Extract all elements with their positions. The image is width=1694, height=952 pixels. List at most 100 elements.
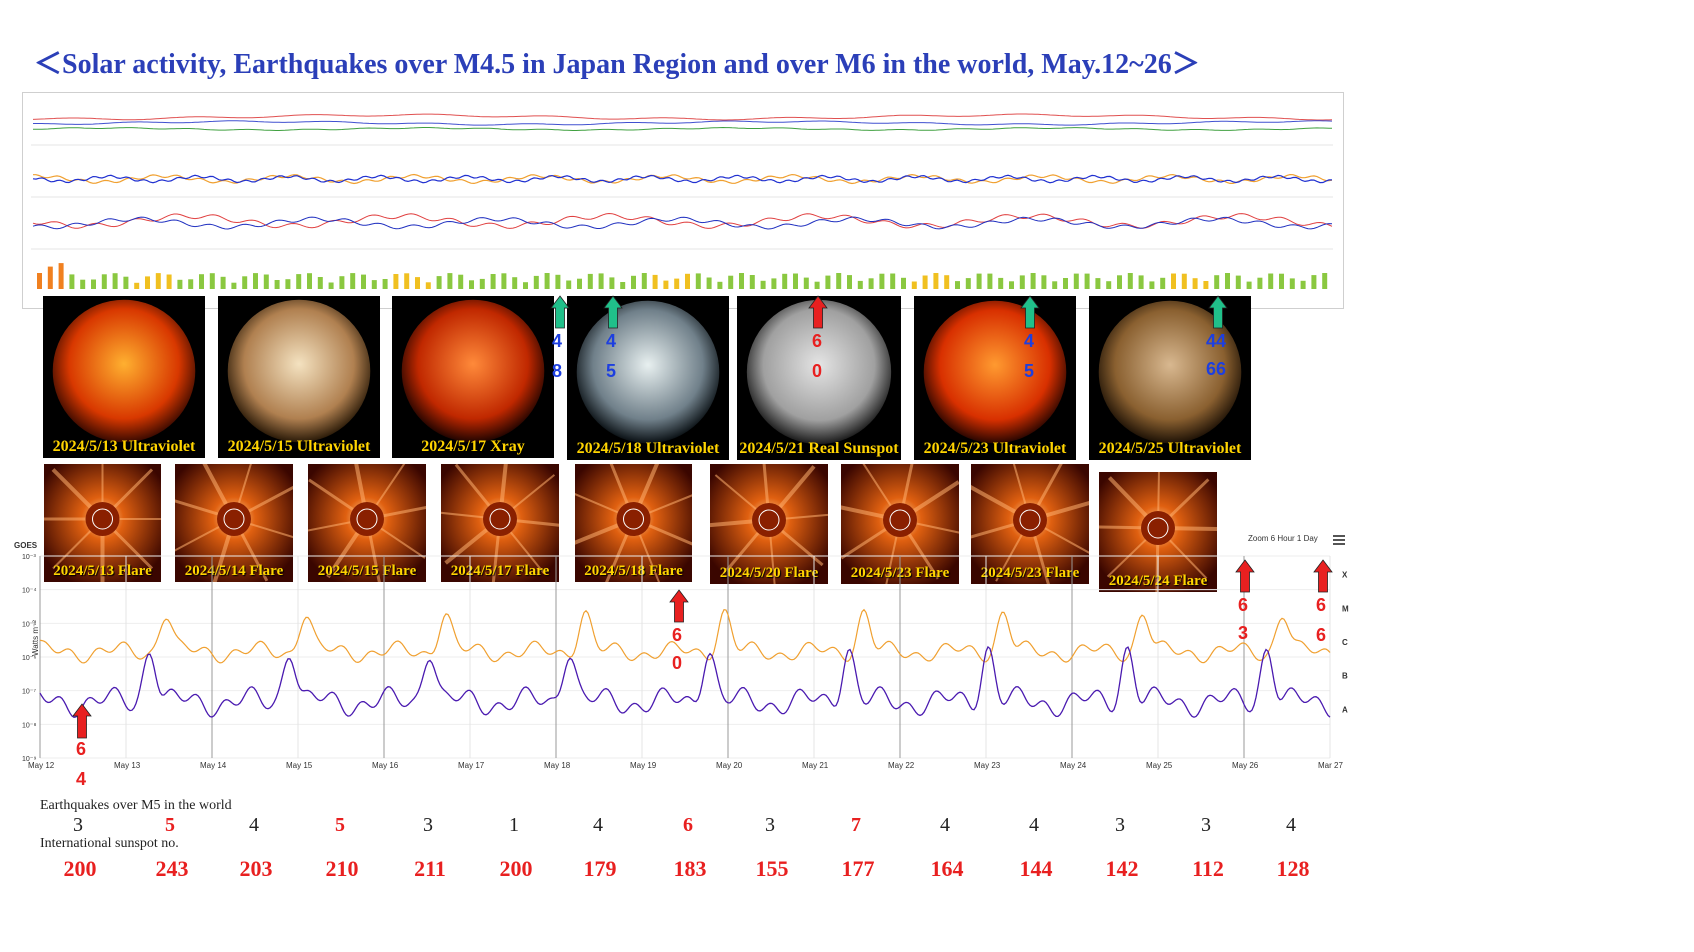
sunspot-value: 177 [841, 856, 875, 881]
flare-class-label: A [1342, 705, 1348, 714]
kp-bar [263, 274, 269, 289]
coronagraph [575, 464, 692, 582]
solar-wind-trace [32, 212, 1333, 229]
sunspot-value: 128 [1276, 856, 1310, 881]
x-tick-label: May 22 [888, 761, 915, 770]
marker-4-digit-b: 5 [1024, 361, 1035, 381]
flare-image-tile: 2024/5/14 Flare [175, 464, 293, 582]
kp-bar [695, 273, 701, 289]
kp-bar [814, 281, 820, 289]
kp-bar [361, 274, 366, 289]
x-tick-label: May 20 [716, 761, 743, 770]
sunspot-value: 144 [1019, 856, 1053, 881]
earthquake-count: 7 [851, 814, 861, 836]
kp-bar [177, 279, 183, 289]
solar-wind-trace [32, 174, 1332, 184]
up-arrow-icon [1020, 295, 1040, 329]
menu-icon[interactable] [1333, 535, 1345, 545]
kp-bar [80, 279, 86, 289]
kp-bar [933, 273, 939, 289]
earthquake-count: 1 [509, 814, 519, 836]
kp-bar [685, 273, 690, 289]
kp-bar [382, 279, 388, 289]
sunspot-value: 200 [63, 856, 97, 881]
earthquake-count: 6 [683, 814, 693, 836]
earthquake-count: 3 [73, 814, 83, 836]
marker-1-digit-a: 4 [552, 331, 563, 351]
goes-label: GOES [14, 541, 38, 550]
flare-image-caption: 2024/5/17 Flare [450, 563, 550, 579]
sun-disk [746, 299, 892, 445]
y-tick-label: 10⁻⁷ [22, 689, 36, 696]
kp-bar [782, 273, 788, 289]
flare-image-caption: 2024/5/15 Flare [317, 563, 417, 579]
kp-bar [47, 266, 53, 289]
coronagraph [308, 464, 426, 582]
kp-bar [749, 275, 755, 289]
y-tick-label: 10⁻⁸ [22, 722, 36, 729]
kp-bar [393, 274, 399, 289]
kp-bar [199, 274, 204, 289]
earthquake-count: 3 [1115, 814, 1125, 836]
sun-disk [1098, 300, 1242, 444]
xray-short-trace [39, 645, 1331, 718]
zoom-label: Zoom 6 Hour 1 Day [1248, 534, 1318, 543]
sun-image-tile: 2024/5/25 Ultraviolet [1089, 296, 1251, 460]
kp-bar [533, 275, 539, 289]
sunspot-value: 203 [239, 856, 273, 881]
marker-4-digit-a: 4 [1024, 331, 1035, 351]
sunspot-value: 112 [1192, 856, 1224, 881]
sun-image-caption: 2024/5/17 Xray [421, 438, 525, 455]
kp-bar [717, 281, 723, 289]
sun-image-caption: 2024/5/15 Ultraviolet [227, 438, 371, 455]
up-arrow-icon [72, 703, 92, 739]
kp-bar [91, 279, 96, 289]
kp-bar [1084, 273, 1090, 289]
marker-7-digit-a: 6 [76, 739, 87, 759]
kp-bar [209, 273, 215, 289]
kp-bar [1052, 281, 1058, 289]
kp-bar [911, 281, 917, 289]
kp-bar [1289, 278, 1295, 289]
x-tick-label: May 17 [458, 761, 485, 770]
kp-bar [339, 276, 345, 289]
flare-class-label: B [1342, 672, 1348, 681]
kp-bar [955, 281, 960, 289]
kp-bar [890, 273, 896, 289]
sunspot-value: 200 [499, 856, 533, 881]
kp-bar [1127, 273, 1133, 289]
kp-bar [847, 275, 852, 289]
kp-bar [771, 278, 777, 289]
earthquake-count: 3 [423, 814, 433, 836]
kp-bar [1192, 278, 1198, 289]
kp-bar [1138, 275, 1144, 289]
earthquake-count: 3 [1201, 814, 1211, 836]
kp-bar [836, 273, 842, 289]
kp-bar [123, 276, 129, 289]
sun-disk [227, 299, 371, 443]
kp-bar [566, 280, 572, 289]
flare-class-label: X [1342, 571, 1348, 580]
sunspot-row-label: International sunspot no. [40, 836, 179, 851]
sun-image-caption: 2024/5/13 Ultraviolet [52, 438, 196, 455]
up-arrow-icon [1313, 559, 1333, 593]
earthquake-count: 4 [593, 814, 603, 836]
sunspot-value: 155 [755, 856, 789, 881]
kp-bar [663, 280, 669, 289]
coronagraph [710, 464, 828, 584]
kp-bar [220, 276, 226, 289]
marker-5-digit-a: 44 [1206, 331, 1227, 351]
x-tick-label: May 15 [286, 761, 313, 770]
kp-bar [803, 277, 809, 289]
kp-bar [1063, 278, 1068, 289]
kp-bar [728, 275, 734, 289]
kp-bar [512, 277, 518, 289]
kp-bar [1257, 277, 1263, 289]
x-tick-label: May 19 [630, 761, 657, 770]
solar-wind-trace [32, 113, 1333, 121]
marker-7-digit-b: 4 [76, 769, 87, 789]
x-tick-label: May 13 [114, 761, 141, 770]
up-arrow-icon [1235, 559, 1255, 593]
kp-bar [987, 273, 993, 289]
marker-6-digit-b: 0 [672, 653, 683, 673]
